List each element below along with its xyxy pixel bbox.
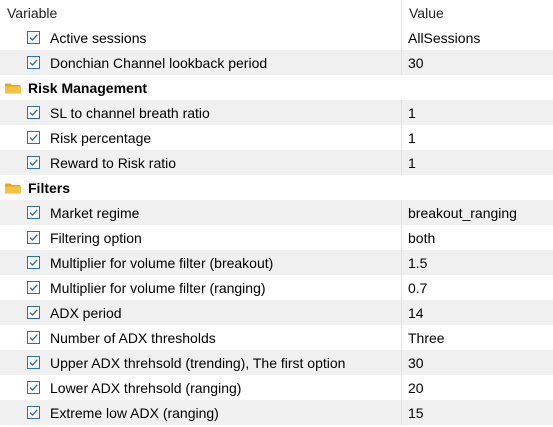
parameter-value[interactable]: 1 bbox=[408, 129, 416, 146]
parameter-value[interactable]: breakout_ranging bbox=[408, 204, 517, 221]
parameter-name-cell[interactable]: Multiplier for volume filter (breakout) bbox=[0, 250, 402, 275]
checkbox-checked-icon[interactable] bbox=[27, 406, 40, 419]
group-cell[interactable]: Risk Management bbox=[0, 75, 402, 100]
column-header-value[interactable]: Value bbox=[409, 4, 444, 21]
parameter-name-cell[interactable]: Market regime bbox=[0, 200, 402, 225]
parameter-value[interactable]: 30 bbox=[408, 54, 424, 71]
checkbox-checked-icon[interactable] bbox=[27, 31, 40, 44]
parameter-label: Number of ADX thresholds bbox=[50, 329, 216, 346]
parameter-row[interactable]: SL to channel breath ratio 1 bbox=[0, 100, 553, 125]
parameter-label: Market regime bbox=[50, 204, 140, 221]
parameter-row[interactable]: Lower ADX threhsold (ranging) 20 bbox=[0, 375, 553, 400]
parameter-name-cell[interactable]: Filtering option bbox=[0, 225, 402, 250]
parameter-row[interactable]: Number of ADX thresholds Three bbox=[0, 325, 553, 350]
grid-header: Variable Value bbox=[0, 0, 553, 25]
parameter-value[interactable]: 20 bbox=[408, 379, 424, 396]
group-label: Filters bbox=[28, 179, 71, 196]
parameter-name-cell[interactable]: Upper ADX threhsold (trending), The firs… bbox=[0, 350, 402, 375]
group-label: Risk Management bbox=[28, 79, 148, 96]
parameter-value[interactable]: 14 bbox=[408, 304, 424, 321]
parameter-value[interactable]: 30 bbox=[408, 354, 424, 371]
parameter-name-cell[interactable]: ADX period bbox=[0, 300, 402, 325]
parameter-value[interactable]: Three bbox=[408, 329, 445, 346]
parameter-value[interactable]: AllSessions bbox=[408, 29, 481, 46]
parameter-name-cell[interactable]: Reward to Risk ratio bbox=[0, 150, 402, 175]
parameter-row[interactable]: Donchian Channel lookback period 30 bbox=[0, 50, 553, 75]
parameter-row[interactable]: Active sessions AllSessions bbox=[0, 25, 553, 50]
parameter-name-cell[interactable]: Risk percentage bbox=[0, 125, 402, 150]
parameter-row[interactable]: Upper ADX threhsold (trending), The firs… bbox=[0, 350, 553, 375]
folder-icon bbox=[4, 81, 22, 95]
group-row[interactable]: Risk Management bbox=[0, 75, 553, 100]
parameter-name-cell[interactable]: Lower ADX threhsold (ranging) bbox=[0, 375, 402, 400]
parameter-label: Donchian Channel lookback period bbox=[50, 54, 268, 71]
checkbox-checked-icon[interactable] bbox=[27, 281, 40, 294]
parameter-label: ADX period bbox=[50, 304, 122, 321]
parameter-name-cell[interactable]: Number of ADX thresholds bbox=[0, 325, 402, 350]
checkbox-checked-icon[interactable] bbox=[27, 156, 40, 169]
parameter-row[interactable]: Extreme low ADX (ranging) 15 bbox=[0, 400, 553, 425]
parameter-name-cell[interactable]: Active sessions bbox=[0, 25, 402, 50]
parameter-label: Risk percentage bbox=[50, 129, 152, 146]
checkbox-checked-icon[interactable] bbox=[27, 106, 40, 119]
parameter-name-cell[interactable]: Donchian Channel lookback period bbox=[0, 50, 402, 75]
parameter-name-cell[interactable]: Extreme low ADX (ranging) bbox=[0, 400, 402, 425]
parameter-value[interactable]: 15 bbox=[408, 404, 424, 421]
parameter-row[interactable]: ADX period 14 bbox=[0, 300, 553, 325]
checkbox-checked-icon[interactable] bbox=[27, 256, 40, 269]
parameter-label: Multiplier for volume filter (ranging) bbox=[50, 279, 266, 296]
checkbox-checked-icon[interactable] bbox=[27, 131, 40, 144]
parameter-name-cell[interactable]: SL to channel breath ratio bbox=[0, 100, 402, 125]
parameter-value[interactable]: 1.5 bbox=[408, 254, 428, 271]
parameter-name-cell[interactable]: Multiplier for volume filter (ranging) bbox=[0, 275, 402, 300]
parameter-label: Multiplier for volume filter (breakout) bbox=[50, 254, 274, 271]
checkbox-checked-icon[interactable] bbox=[27, 381, 40, 394]
parameter-label: Reward to Risk ratio bbox=[50, 154, 177, 171]
checkbox-checked-icon[interactable] bbox=[27, 331, 40, 344]
parameter-label: Extreme low ADX (ranging) bbox=[50, 404, 219, 421]
folder-icon bbox=[4, 181, 22, 195]
parameter-row[interactable]: Filtering option both bbox=[0, 225, 553, 250]
column-header-variable[interactable]: Variable bbox=[0, 0, 402, 25]
parameter-value[interactable]: 0.7 bbox=[408, 279, 428, 296]
checkbox-checked-icon[interactable] bbox=[27, 231, 40, 244]
checkbox-checked-icon[interactable] bbox=[27, 56, 40, 69]
parameter-row[interactable]: Reward to Risk ratio 1 bbox=[0, 150, 553, 175]
parameter-label: Filtering option bbox=[50, 229, 142, 246]
parameter-value[interactable]: 1 bbox=[408, 154, 416, 171]
parameter-row[interactable]: Multiplier for volume filter (ranging) 0.… bbox=[0, 275, 553, 300]
checkbox-checked-icon[interactable] bbox=[27, 206, 40, 219]
parameter-value[interactable]: 1 bbox=[408, 104, 416, 121]
parameter-label: Active sessions bbox=[50, 29, 147, 46]
parameter-row[interactable]: Market regime breakout_ranging bbox=[0, 200, 553, 225]
checkbox-checked-icon[interactable] bbox=[27, 306, 40, 319]
parameter-label: Lower ADX threhsold (ranging) bbox=[50, 379, 242, 396]
parameter-row[interactable]: Multiplier for volume filter (breakout) 1… bbox=[0, 250, 553, 275]
parameter-label: Upper ADX threhsold (trending), The firs… bbox=[50, 354, 346, 371]
group-cell[interactable]: Filters bbox=[0, 175, 402, 200]
parameter-label: SL to channel breath ratio bbox=[50, 104, 210, 121]
group-value-cell bbox=[402, 175, 553, 200]
parameter-value[interactable]: both bbox=[408, 229, 436, 246]
group-value-cell bbox=[402, 75, 553, 100]
parameter-row[interactable]: Risk percentage 1 bbox=[0, 125, 553, 150]
checkbox-checked-icon[interactable] bbox=[27, 356, 40, 369]
group-row[interactable]: Filters bbox=[0, 175, 553, 200]
